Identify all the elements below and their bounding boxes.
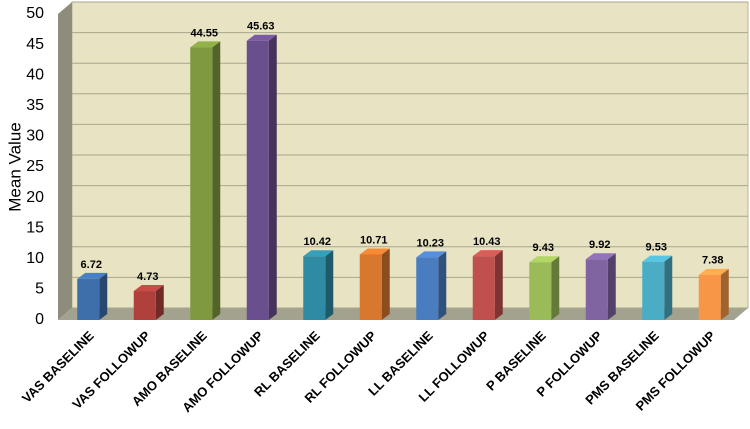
y-tick-label: 20 (26, 189, 44, 206)
bar-side (381, 248, 390, 320)
bar (190, 47, 213, 320)
side-wall (58, 2, 72, 320)
y-tick-label: 45 (26, 36, 44, 53)
bar (303, 256, 326, 320)
bar-top (77, 272, 108, 279)
bar-top (190, 41, 221, 48)
y-tick-label: 30 (26, 128, 44, 145)
bar (698, 274, 721, 320)
y-tick-label: 15 (26, 219, 44, 236)
data-label: 10.42 (303, 236, 331, 248)
bar-top (472, 250, 503, 257)
bar-side (720, 268, 729, 320)
bar-side (268, 34, 277, 321)
y-tick-label: 40 (26, 66, 44, 83)
y-tick-label: 10 (26, 250, 44, 267)
y-tick-label: 35 (26, 97, 44, 114)
data-label: 10.23 (416, 237, 444, 249)
bar-top (585, 253, 616, 260)
bar (246, 40, 269, 321)
bar (359, 254, 382, 320)
bar-side (551, 256, 560, 320)
data-label: 45.63 (247, 21, 275, 33)
bar-top (133, 285, 164, 292)
bar-side (607, 253, 616, 320)
y-axis-title: Mean Value (5, 122, 24, 211)
data-label: 9.92 (589, 239, 610, 251)
bar-top (698, 268, 729, 275)
data-label: 10.71 (360, 234, 388, 246)
bar (472, 256, 495, 320)
data-label: 6.72 (81, 259, 102, 271)
bar-top (246, 34, 277, 41)
bar-top (359, 248, 390, 255)
bar (416, 257, 439, 320)
bar-side (212, 41, 221, 320)
bar (529, 262, 552, 320)
bar-side (325, 250, 334, 320)
y-tick-label: 5 (35, 281, 44, 298)
bar (585, 259, 608, 320)
floor (58, 308, 748, 320)
bar-top (529, 256, 560, 263)
bar-side (664, 255, 673, 320)
bar-side (438, 251, 447, 320)
data-label: 9.43 (533, 242, 554, 254)
bar-top (642, 255, 673, 262)
bar-top (416, 251, 447, 258)
bar-side (99, 272, 108, 320)
data-label: 9.53 (646, 242, 667, 254)
data-label: 4.73 (137, 271, 158, 283)
data-label: 7.38 (702, 255, 723, 267)
bar-side (155, 285, 164, 320)
bar-side (494, 250, 503, 320)
bar (642, 261, 665, 320)
bar (77, 278, 100, 320)
data-label: 44.55 (190, 27, 218, 39)
y-tick-label: 0 (35, 311, 44, 328)
bar (133, 291, 156, 320)
y-tick-label: 25 (26, 158, 44, 175)
data-label: 10.43 (473, 236, 501, 248)
y-tick-label: 50 (26, 5, 44, 22)
bar-top (303, 250, 334, 257)
